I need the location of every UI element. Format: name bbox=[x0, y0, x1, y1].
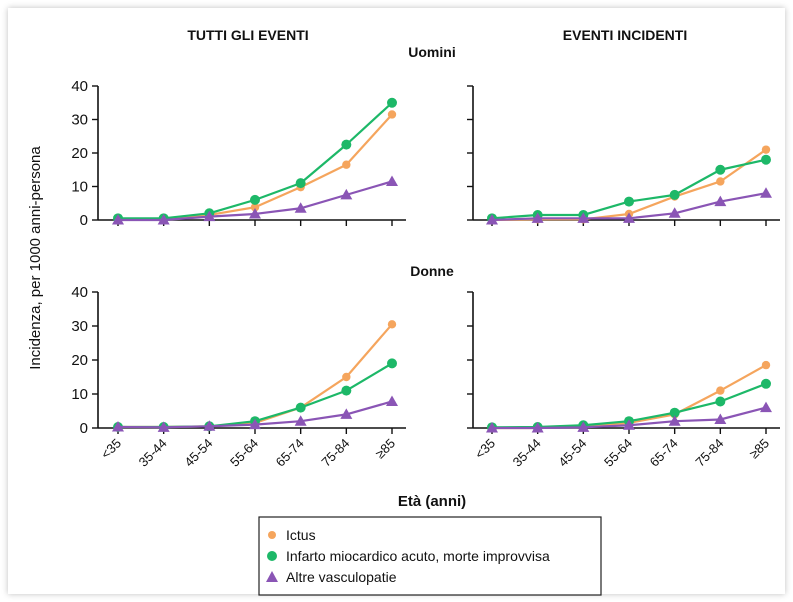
x-tick-label: <35 bbox=[98, 436, 124, 462]
x-tick-label: ≥85 bbox=[746, 436, 772, 462]
data-point bbox=[386, 395, 398, 406]
y-tick-label: 0 bbox=[80, 420, 88, 437]
panel-0-0: 0 10 20 30 40 bbox=[71, 78, 406, 229]
data-point bbox=[761, 360, 771, 370]
data-point bbox=[203, 210, 216, 222]
x-tick-label: 75-84 bbox=[318, 436, 352, 470]
data-point bbox=[387, 97, 397, 108]
data-point bbox=[531, 422, 544, 433]
legend-box bbox=[258, 516, 602, 596]
data-point bbox=[112, 214, 124, 225]
x-tick-label: 35-44 bbox=[136, 436, 170, 470]
data-point bbox=[295, 178, 306, 189]
data-point bbox=[761, 154, 771, 165]
data-point bbox=[714, 413, 727, 424]
x-tick-label: 65-74 bbox=[273, 436, 307, 470]
data-point bbox=[340, 188, 353, 200]
data-point bbox=[623, 212, 635, 223]
legend-label-2: Altre vasculopatie bbox=[286, 569, 397, 585]
data-point bbox=[761, 145, 771, 154]
data-point bbox=[577, 421, 590, 432]
data-point bbox=[341, 139, 352, 150]
data-point bbox=[387, 110, 397, 119]
y-tick-label: 10 bbox=[71, 386, 88, 403]
data-point bbox=[715, 164, 726, 175]
data-point bbox=[112, 420, 124, 432]
data-point bbox=[577, 212, 590, 223]
data-point bbox=[342, 160, 351, 169]
x-tick-label: <35 bbox=[472, 436, 498, 462]
data-point bbox=[714, 195, 727, 207]
data-point bbox=[387, 320, 397, 329]
data-point bbox=[486, 422, 498, 433]
x-tick-label: 75-84 bbox=[692, 436, 726, 470]
y-tick-label: 40 bbox=[71, 78, 88, 95]
y-tick-label: 40 bbox=[71, 284, 88, 301]
data-point bbox=[716, 386, 725, 395]
data-point bbox=[668, 415, 681, 426]
y-tick-label: 30 bbox=[71, 112, 88, 129]
y-axis-label: Incidenza, per 1000 anni-persona bbox=[27, 146, 44, 370]
x-tick-label: 35-44 bbox=[510, 436, 544, 470]
data-point bbox=[203, 420, 216, 431]
data-point bbox=[624, 196, 634, 207]
data-point bbox=[340, 408, 353, 419]
y-tick-label: 20 bbox=[71, 352, 88, 369]
series-line-0 bbox=[491, 148, 767, 222]
data-point bbox=[342, 372, 351, 382]
x-tick-label: 55-64 bbox=[601, 436, 635, 470]
data-point bbox=[157, 421, 170, 432]
y-tick-label: 0 bbox=[80, 212, 88, 229]
data-point bbox=[761, 378, 771, 389]
x-tick-label: 55-64 bbox=[227, 436, 261, 470]
panel-1-1: <35 35-44 45-54 55-64 65-74 75-84 ≥85 bbox=[467, 291, 780, 470]
data-point bbox=[715, 396, 726, 407]
legend-marker-2 bbox=[266, 571, 278, 582]
data-point bbox=[623, 419, 635, 430]
x-tick-label: ≥85 bbox=[372, 436, 398, 462]
panel-1-0: 0 10 20 30 40 <35 35-44 45-54 55-64 65-74 75-84 ≥85 bbox=[71, 284, 406, 470]
data-point bbox=[250, 194, 260, 205]
data-point bbox=[294, 202, 307, 213]
data-point bbox=[387, 358, 397, 369]
data-point bbox=[249, 207, 261, 219]
data-point bbox=[668, 207, 681, 218]
row-title-0: Uomini bbox=[408, 44, 455, 60]
y-tick-label: 30 bbox=[71, 318, 88, 335]
y-tick-label: 10 bbox=[71, 179, 88, 196]
data-point bbox=[531, 212, 544, 223]
col-title-0: TUTTI GLI EVENTI bbox=[187, 27, 308, 43]
legend-label-1: Infarto miocardico acuto, morte improvvi… bbox=[286, 548, 550, 564]
row-title-1: Donne bbox=[410, 263, 454, 279]
data-point bbox=[669, 189, 680, 200]
data-point bbox=[716, 177, 725, 186]
data-point bbox=[669, 407, 680, 418]
data-point bbox=[760, 187, 772, 198]
x-axis-label: Età (anni) bbox=[398, 493, 466, 510]
col-title-1: EVENTI INCIDENTI bbox=[563, 27, 687, 43]
chart-frame bbox=[8, 8, 785, 594]
legend-label-0: Ictus bbox=[286, 527, 316, 543]
y-tick-label: 20 bbox=[71, 145, 88, 162]
data-point bbox=[250, 203, 260, 212]
series-line-0 bbox=[118, 323, 393, 429]
data-point bbox=[294, 415, 307, 426]
data-point bbox=[157, 214, 170, 225]
data-point bbox=[295, 402, 306, 413]
data-point bbox=[249, 418, 261, 430]
legend: Ictus Infarto miocardico acuto, morte imp… bbox=[258, 516, 602, 596]
x-tick-label: 45-54 bbox=[181, 436, 215, 470]
data-point bbox=[386, 175, 398, 186]
legend-marker-1 bbox=[267, 551, 277, 561]
data-point bbox=[486, 214, 498, 225]
panel-0-1 bbox=[467, 85, 780, 226]
x-tick-label: 45-54 bbox=[555, 436, 589, 470]
data-point bbox=[760, 401, 772, 413]
x-tick-label: 65-74 bbox=[647, 436, 681, 470]
legend-marker-0 bbox=[268, 531, 276, 539]
data-point bbox=[341, 385, 352, 396]
